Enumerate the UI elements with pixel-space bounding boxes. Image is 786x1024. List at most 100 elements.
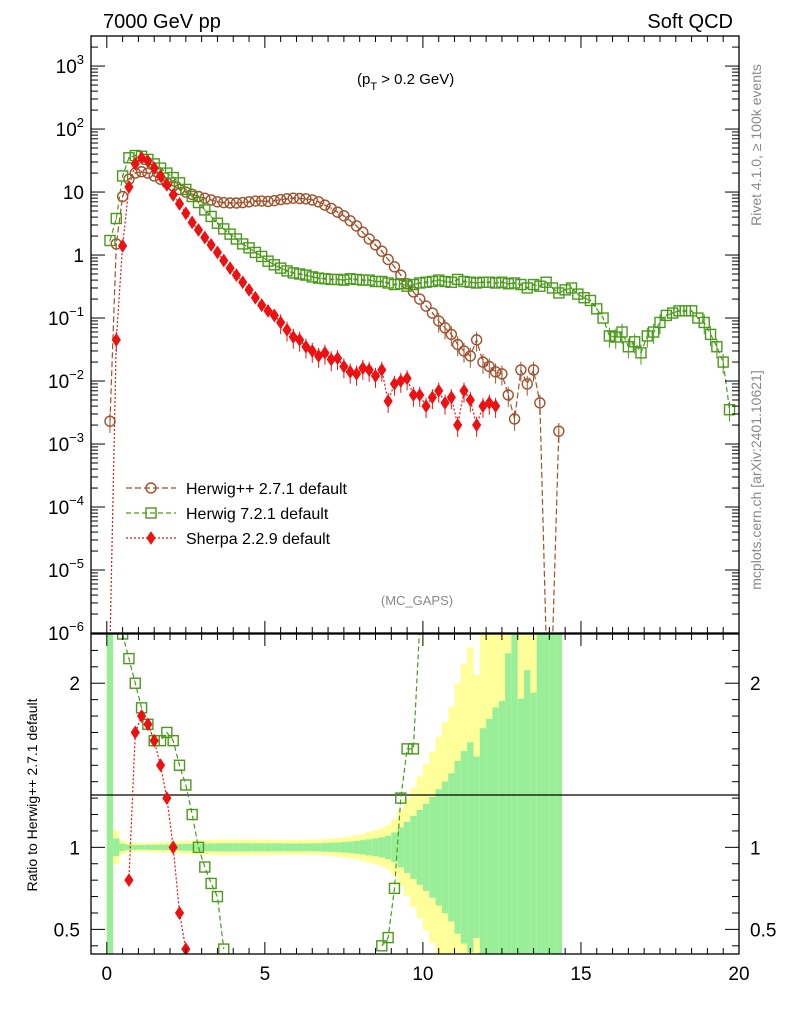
data-point [711,341,723,353]
band-green [340,842,348,853]
band-green [132,844,139,850]
ratio-point [376,940,388,952]
data-point [276,315,286,330]
ratio-point [407,743,420,755]
data-point [459,383,469,398]
band-green [543,634,550,954]
xtick-label: 15 [570,964,591,985]
data-point [427,390,437,405]
xtick-label: 5 [260,964,271,985]
data-point [124,180,134,194]
data-point [192,190,205,203]
data-point [357,274,369,286]
data-point [426,275,439,288]
data-point [363,233,375,245]
ratio-ytick-label-right: 2 [750,674,761,695]
data-point [421,399,431,413]
ratio-uncertainty-bands [106,634,562,954]
ytick-label: 10 [63,183,84,204]
data-point [395,278,407,290]
ratio-line-1 [128,714,187,950]
ratio-point [186,808,198,821]
data-point [312,196,325,208]
data-point [237,196,249,209]
data-point [174,196,185,211]
data-point [319,273,331,285]
band-green [176,844,183,851]
data-point [110,212,122,225]
data-point [635,347,647,359]
data-point [293,192,306,205]
data-point [344,273,356,285]
data-point [376,275,388,288]
data-point [508,413,521,425]
data-point [269,308,279,323]
ratio-point [205,877,217,890]
data-point [395,269,407,281]
title-rest: > 0.2 GeV) [377,71,454,88]
data-point [262,195,274,208]
ratio-point [124,873,134,888]
band-green [245,843,253,852]
band-green [416,809,423,885]
data-point [578,292,590,304]
band-green [125,844,133,851]
band-green [214,843,221,852]
axis-ticks: 0 5 10 15 2010310210110−110−210−310−410−510−… [48,35,776,985]
data-point [472,418,482,432]
data-point [388,261,401,273]
ratio-ytick-label-right: 1 [750,838,761,859]
main-series-layer [104,149,736,633]
data-point [673,305,685,317]
data-point [534,397,546,409]
data-point [135,166,148,178]
band-green [144,844,152,850]
band-green [479,728,487,954]
ratio-point [162,791,172,806]
ratio-series-layer [116,634,420,954]
band-green [113,838,120,857]
band-green [309,843,316,852]
data-point [470,334,483,346]
chart-title: (pT > 0.2 GeV) [357,71,454,93]
data-point [168,188,178,202]
data-point [679,305,691,317]
data-point [282,322,292,337]
data-point [666,307,679,319]
data-point [553,425,565,437]
data-point [104,234,116,247]
data-point [491,399,501,413]
data-point [453,418,463,432]
data-point [451,273,464,286]
band-green [448,773,455,922]
data-point [149,161,159,175]
band-green [353,840,360,854]
data-point [685,305,698,317]
data-point [212,245,223,260]
band-green [283,843,291,852]
band-green [201,843,208,852]
band-green [384,835,392,860]
data-point [647,326,660,338]
data-point [301,339,311,354]
band-green [188,843,196,851]
data-point [338,274,350,286]
data-point [723,404,736,416]
data-point [218,196,230,209]
ratio-point [143,717,153,732]
band-green [372,838,379,857]
data-point [325,202,337,215]
data-point [130,156,140,171]
data-point [237,238,249,250]
ratio-point [218,943,230,954]
data-point [584,294,597,307]
data-point [325,273,337,286]
data-point [262,255,274,267]
data-point [205,210,217,223]
band-green [555,634,562,954]
data-point [193,223,204,237]
band-green [151,844,158,850]
band-green [182,843,189,851]
data-point [446,390,456,405]
data-point [331,206,344,218]
